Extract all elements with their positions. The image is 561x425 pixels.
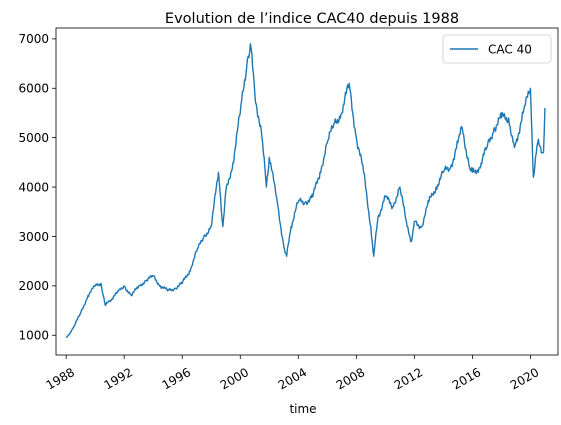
y-tick-label: 7000 [18, 32, 49, 46]
y-axis: 1000 2000 3000 4000 5000 6000 7000 [18, 32, 56, 343]
y-tick-label: 6000 [18, 82, 49, 96]
y-tick-label: 1000 [18, 329, 49, 343]
y-tick-label: 3000 [18, 230, 49, 244]
y-tick-label: 2000 [18, 279, 49, 293]
legend: CAC 40 [442, 34, 552, 64]
legend-entry-label: CAC 40 [488, 43, 532, 57]
plot-frame [55, 27, 559, 356]
y-tick-label: 5000 [18, 131, 49, 145]
series-layer [65, 43, 546, 339]
x-axis-label: time [289, 402, 316, 416]
legend-box [442, 34, 552, 64]
series-line-0 [65, 43, 546, 339]
chart-title: Evolution de l’indice CAC40 depuis 1988 [165, 11, 459, 27]
y-tick-label: 4000 [18, 180, 49, 194]
